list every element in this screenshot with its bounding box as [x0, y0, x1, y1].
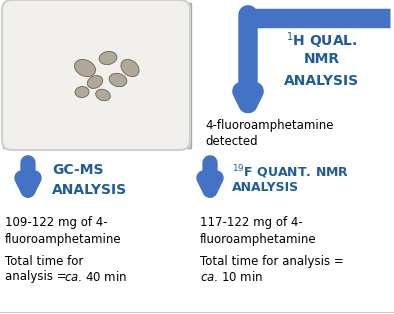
Text: Total time for analysis =: Total time for analysis =: [200, 255, 344, 268]
Ellipse shape: [99, 51, 117, 65]
FancyBboxPatch shape: [3, 3, 191, 148]
Text: $^{19}$F QUANT. NMR: $^{19}$F QUANT. NMR: [232, 163, 349, 181]
Ellipse shape: [74, 59, 95, 77]
Text: analysis =: analysis =: [5, 270, 71, 283]
Ellipse shape: [75, 86, 89, 98]
Ellipse shape: [87, 76, 103, 89]
Text: 4-fluoroamphetamine
detected: 4-fluoroamphetamine detected: [205, 119, 333, 148]
Text: AUTOMATED: AUTOMATED: [273, 8, 371, 22]
Text: 117-122 mg of 4-
fluoroamphetamine: 117-122 mg of 4- fluoroamphetamine: [200, 216, 317, 246]
Text: Total time for: Total time for: [5, 255, 84, 268]
Text: ANALYSIS: ANALYSIS: [284, 74, 360, 88]
Text: $^1$H QUAL.: $^1$H QUAL.: [286, 30, 358, 51]
FancyBboxPatch shape: [2, 0, 190, 150]
Text: $\it{ca}$. 40 min: $\it{ca}$. 40 min: [64, 270, 127, 284]
Text: $\it{ca}$. 10 min: $\it{ca}$. 10 min: [200, 270, 263, 284]
Text: NMR: NMR: [304, 52, 340, 66]
Ellipse shape: [96, 89, 110, 101]
Ellipse shape: [109, 73, 127, 87]
Text: 109-122 mg of 4-
fluoroamphetamine: 109-122 mg of 4- fluoroamphetamine: [5, 216, 122, 246]
Ellipse shape: [121, 59, 139, 77]
Text: ANALYSIS: ANALYSIS: [52, 183, 127, 197]
Text: ANALYSIS: ANALYSIS: [232, 181, 299, 194]
Text: GC-MS: GC-MS: [52, 163, 104, 177]
